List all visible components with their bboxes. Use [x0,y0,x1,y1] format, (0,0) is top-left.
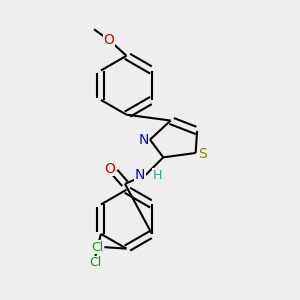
Text: N: N [138,133,149,147]
Text: H: H [153,169,162,182]
Text: N: N [135,168,146,182]
Text: Cl: Cl [89,256,101,269]
Text: S: S [198,147,206,161]
Text: O: O [104,161,115,176]
Text: Cl: Cl [91,241,103,254]
Text: O: O [103,33,114,46]
